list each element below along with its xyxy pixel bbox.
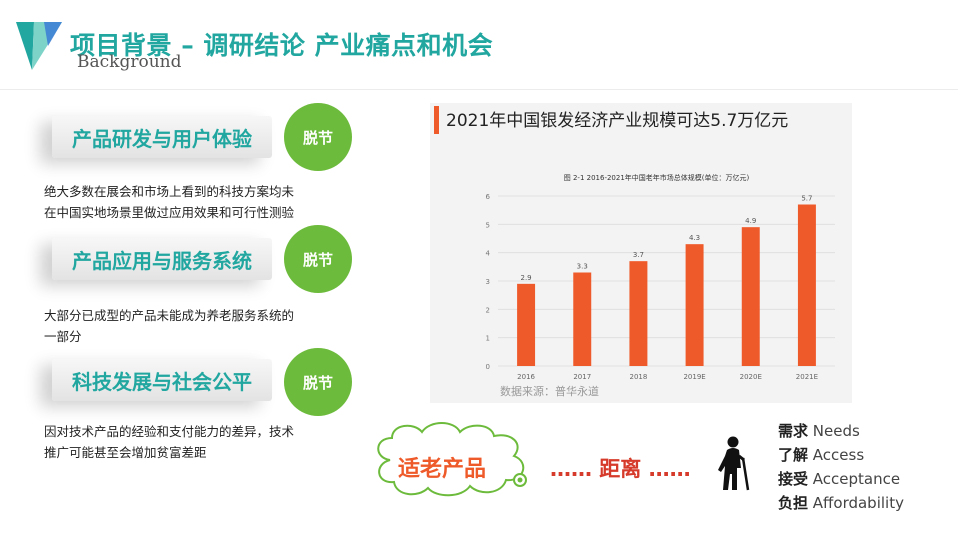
point-description: 大部分已成型的产品未能成为养老服务系统的 一部分 — [44, 305, 344, 347]
y-tick-label: 1 — [486, 335, 490, 343]
point-pill-fairness: 科技发展与社会公平 — [52, 359, 272, 401]
bar-value-label: 5.7 — [801, 195, 812, 203]
bar — [517, 283, 536, 366]
disconnect-badge: 脱节 — [284, 103, 352, 171]
x-tick-label: 2016 — [517, 373, 535, 381]
desc-line: 大部分已成型的产品未能成为养老服务系统的 — [44, 308, 295, 323]
desc-line: 因对技术产品的经验和支付能力的差异，技术 — [44, 424, 295, 439]
desc-line: 绝大多数在展会和市场上看到的科技方案均未 — [44, 184, 295, 199]
chart-source: 数据来源：普华永道 — [500, 384, 599, 398]
y-tick-label: 4 — [486, 250, 491, 258]
heading-accent-bar — [434, 106, 439, 134]
bar-value-label: 2.9 — [521, 274, 532, 282]
need-item: 了解 Access — [778, 444, 864, 465]
desc-line: 一部分 — [44, 329, 82, 344]
gap-label: …… 距离 …… — [550, 457, 691, 481]
need-en: Affordability — [812, 494, 904, 512]
y-tick-label: 6 — [486, 193, 491, 201]
bar — [797, 204, 816, 366]
desc-line: 推广可能甚至会增加贫富差距 — [44, 445, 207, 460]
x-tick-label: 2021E — [796, 373, 818, 381]
bar-value-label: 3.3 — [577, 263, 588, 271]
need-cn: 负担 — [778, 494, 809, 512]
logo-icon — [16, 22, 62, 70]
bar — [573, 272, 592, 366]
y-tick-label: 0 — [486, 363, 490, 371]
point-pill-service: 产品应用与服务系统 — [52, 238, 272, 280]
need-cn: 了解 — [778, 446, 809, 464]
point-label: 产品研发与用户体验 — [72, 126, 252, 151]
y-tick-label: 5 — [486, 221, 490, 229]
point-description: 绝大多数在展会和市场上看到的科技方案均未 在中国实地场景里做过应用效果和可行性测… — [44, 181, 344, 223]
bar — [685, 244, 704, 366]
cloud-shape-icon — [377, 422, 527, 497]
need-item: 需求 Needs — [778, 420, 860, 441]
point-label: 科技发展与社会公平 — [72, 369, 252, 394]
x-tick-label: 2019E — [683, 373, 705, 381]
elderly-person-icon — [718, 436, 750, 491]
point-pill-rd: 产品研发与用户体验 — [52, 116, 272, 158]
need-cn: 需求 — [778, 422, 809, 440]
x-tick-label: 2020E — [740, 373, 762, 381]
disconnect-badge: 脱节 — [284, 225, 352, 293]
bar-value-label: 4.3 — [689, 234, 700, 242]
point-label: 产品应用与服务系统 — [72, 248, 252, 273]
y-tick-label: 2 — [486, 306, 490, 314]
chart-title: 图 2-1 2016-2021年中国老年市场总体规模(单位：万亿元) — [564, 173, 750, 182]
bar — [741, 227, 760, 366]
need-en: Access — [812, 446, 865, 464]
point-description: 因对技术产品的经验和支付能力的差异，技术 推广可能甚至会增加贫富差距 — [44, 421, 344, 463]
chart-heading: 2021年中国银发经济产业规模可达5.7万亿元 — [446, 111, 789, 131]
bar-value-label: 3.7 — [633, 251, 644, 259]
page-title: 项目背景 – 调研结论 产业痛点和机会 — [70, 31, 494, 60]
cloud-label: 适老产品 — [398, 457, 487, 482]
need-cn: 接受 — [778, 470, 809, 488]
y-tick-label: 3 — [486, 278, 490, 286]
page-subtitle: Background — [77, 52, 182, 72]
need-en: Acceptance — [812, 470, 901, 488]
need-item: 接受 Acceptance — [778, 468, 900, 489]
header-divider — [0, 89, 958, 90]
x-tick-label: 2017 — [573, 373, 591, 381]
bar — [629, 261, 648, 366]
desc-line: 在中国实地场景里做过应用效果和可行性测验 — [44, 205, 295, 220]
disconnect-badge: 脱节 — [284, 348, 352, 416]
bar-value-label: 4.9 — [745, 217, 756, 225]
need-item: 负担 Affordability — [778, 492, 904, 513]
x-tick-label: 2018 — [630, 373, 648, 381]
bar-chart: 图 2-1 2016-2021年中国老年市场总体规模(单位：万亿元) 0 1 2 3 4 5… — [486, 173, 835, 398]
need-en: Needs — [812, 422, 860, 440]
